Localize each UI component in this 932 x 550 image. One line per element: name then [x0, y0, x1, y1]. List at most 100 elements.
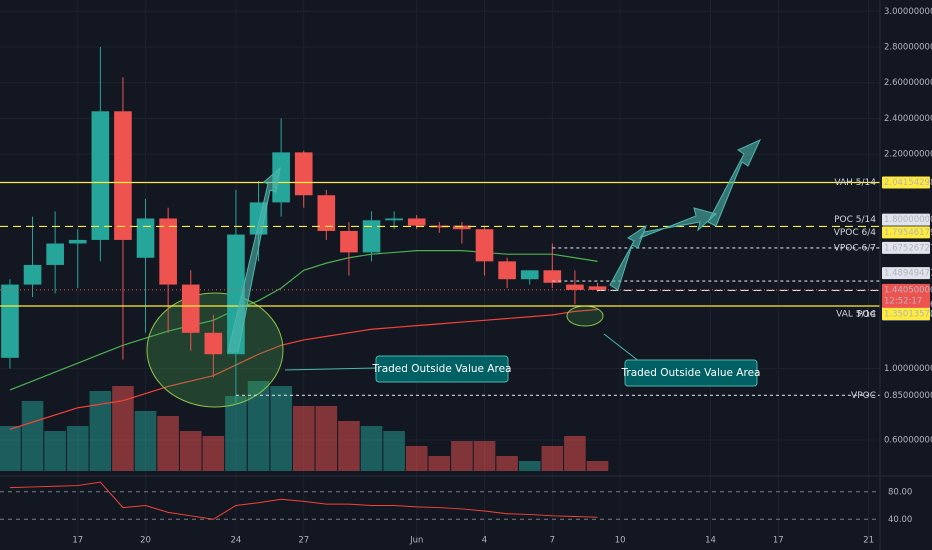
level-name: VAH 5/14 [834, 178, 876, 188]
level-name: VPOC [851, 391, 876, 401]
x-tick-label: 14 [705, 536, 716, 546]
candle-body [181, 284, 200, 333]
candle-body [204, 332, 223, 355]
price-label: 2.04154298 [884, 178, 932, 188]
volume-bar [518, 461, 541, 471]
highlight-ellipse [566, 305, 604, 327]
countdown: 12:52:17 [884, 296, 922, 306]
y-tick-label: 2.80000000 [884, 42, 932, 52]
volume-bar [428, 456, 451, 471]
callout-text: Traded Outside Value Area [372, 363, 512, 375]
price-label: 1.67526727 [884, 243, 932, 253]
volume-bar [21, 401, 44, 471]
volume-bar [89, 391, 112, 471]
moving-average [9, 250, 598, 391]
volume-bar [383, 431, 405, 471]
level-name: VAL 5/14 [836, 309, 876, 319]
price-label: 1.79546179 [884, 228, 932, 238]
candle-body [385, 218, 403, 221]
candle-body [46, 243, 64, 265]
rsi-tick-label: 40.00 [888, 515, 912, 525]
volume-bar [202, 436, 225, 471]
last-price-label: 1.44050000 [884, 285, 932, 295]
volume-bar [225, 396, 247, 471]
callout: Traded Outside Value Area [603, 333, 761, 387]
price-label-bg [882, 267, 930, 280]
volume-bar [451, 441, 473, 471]
x-tick-label: Jun [409, 536, 423, 546]
x-tick-label: 21 [863, 536, 874, 546]
volume-pane [0, 381, 609, 471]
candle-body [91, 111, 110, 240]
candle-body [340, 230, 358, 253]
arrow [227, 166, 281, 353]
volume-bar [473, 441, 496, 471]
volume-bar [405, 446, 428, 471]
y-tick-label: 3.00000000 [884, 7, 932, 17]
volume-bar [247, 381, 270, 471]
candle-body [588, 286, 607, 290]
volume-bar [496, 456, 518, 471]
price-label-bg [882, 389, 930, 402]
price-label-bg [882, 213, 930, 226]
y-tick-label: 2.60000000 [884, 78, 932, 88]
x-tick-label: 17 [773, 536, 784, 546]
callout: Traded Outside Value Area [284, 355, 512, 383]
y-tick-label: 0.60000000 [884, 435, 932, 445]
price-label: 1.48949471 [884, 269, 932, 279]
volume-bar [112, 386, 134, 471]
candle-body [520, 270, 539, 280]
volume-bar [44, 431, 66, 471]
price-axis: 3.00000000 2.80000000 2.60000000 2.40000000… [879, 0, 932, 550]
candle-body [294, 152, 313, 196]
callout-pointer [603, 333, 641, 363]
volume-bar [338, 421, 360, 471]
volume-bar [0, 426, 21, 471]
moving-average [9, 308, 598, 430]
candle-body [317, 195, 336, 231]
rsi-tick-label: 80.00 [888, 487, 912, 497]
volume-bar [541, 446, 564, 471]
price-label: 1.35013572 [884, 309, 932, 319]
y-tick-label: 1.00000000 [884, 364, 932, 374]
volume-bar [564, 436, 586, 471]
volume-bar [315, 406, 338, 471]
level-name: VPOC 6/7 [834, 243, 876, 253]
y-tick-label: 2.40000000 [884, 114, 932, 124]
candle-body [1, 284, 19, 358]
arrow [638, 207, 718, 240]
level-name: POC [857, 310, 876, 320]
price-label-bg [882, 176, 930, 189]
candle-body [475, 229, 494, 262]
price-label-bg [882, 226, 930, 239]
price-label: 0.85000000 [884, 391, 932, 401]
candle-body [543, 270, 562, 283]
volume-bar [179, 431, 202, 471]
projection-arrows [227, 138, 762, 353]
rsi-line [9, 481, 598, 520]
volume-bar [292, 406, 315, 471]
price-label-bg [882, 241, 930, 254]
callout-pointer [284, 367, 377, 371]
x-tick-label: 27 [298, 536, 309, 546]
candle-body [407, 218, 426, 226]
price-label-bg [882, 307, 930, 320]
volume-bar [66, 426, 89, 471]
candle-body [453, 225, 471, 230]
callout-text: Traded Outside Value Area [621, 367, 761, 379]
volume-bar [360, 426, 383, 471]
candle-body [136, 218, 155, 258]
level-name: POC 5/14 [834, 215, 876, 225]
x-tick-label: 10 [615, 536, 626, 546]
candle-body [114, 111, 132, 240]
x-tick-label: 20 [140, 536, 151, 546]
level-name: VPOC 6/4 [834, 228, 877, 238]
volume-bar [586, 461, 609, 471]
candle-body [362, 220, 381, 253]
volume-bar [270, 386, 292, 471]
rsi-pane: 80.00 40.00 [0, 475, 932, 525]
callout-box [624, 359, 758, 387]
